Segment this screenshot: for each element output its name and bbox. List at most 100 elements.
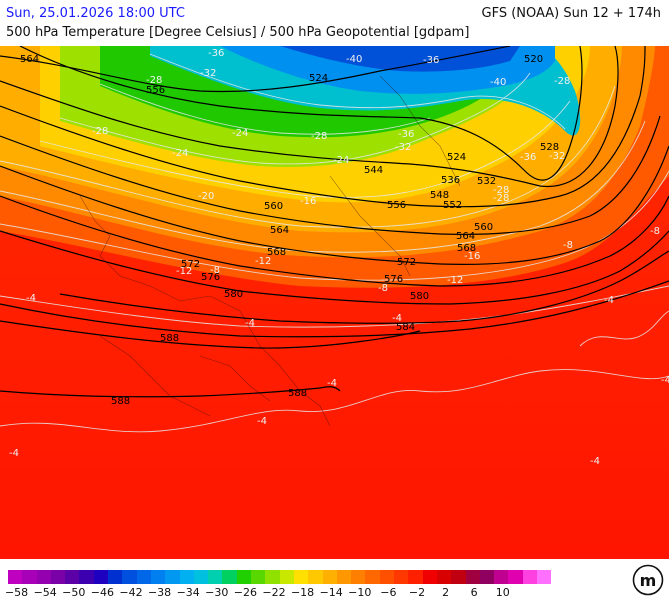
colorbar-tick-label: −34	[176, 586, 200, 599]
z-label: 524	[309, 73, 328, 84]
colorbar-swatch	[536, 570, 552, 584]
geopotential-contours	[0, 45, 669, 398]
valid-datetime: Sun, 25.01.2026 18:00 UTC	[6, 6, 185, 21]
colorbar-swatch	[50, 570, 66, 584]
colorbar-swatch	[494, 570, 509, 584]
svg-text:-28: -28	[311, 131, 327, 142]
colorbar-swatch	[122, 570, 137, 584]
z-label: 580	[410, 291, 429, 302]
colorbar-swatch	[108, 570, 123, 584]
brand-logo: m	[632, 564, 664, 596]
colorbar-swatch	[293, 570, 309, 584]
colorbar-swatch	[22, 570, 37, 584]
z-label: 548	[430, 190, 449, 201]
z-label: 584	[396, 322, 415, 333]
svg-text:-4: -4	[26, 293, 36, 304]
colorbar-swatch	[322, 570, 337, 584]
colorbar-tick-label: −22	[262, 586, 286, 599]
z-label: 560	[264, 201, 283, 212]
colorbar-tick-label: −18	[290, 586, 315, 599]
svg-text:-4: -4	[604, 295, 614, 306]
z-label: 572	[181, 259, 200, 270]
colorbar-tick-label: −10	[348, 586, 372, 599]
weather-map-canvas: 564 556 524 520 528 524 536 532 544 548 …	[0, 45, 669, 559]
svg-text:-12: -12	[176, 266, 192, 277]
z-label: 572	[397, 257, 416, 268]
colorbar-swatch	[236, 570, 252, 584]
svg-text:-36: -36	[423, 55, 439, 66]
z-label: 588	[288, 388, 307, 399]
z-label: 568	[457, 243, 476, 254]
isotherms	[0, 53, 669, 433]
colorbar-swatch	[522, 570, 537, 584]
colorbar-swatch	[79, 570, 94, 584]
colorbar-swatch	[36, 570, 51, 584]
z-label: 560	[474, 222, 493, 233]
colorbar-swatch	[265, 570, 280, 584]
svg-text:m: m	[640, 571, 657, 590]
colorbar-tick-label: −46	[90, 586, 114, 599]
colorbar-swatch	[193, 570, 209, 584]
svg-text:-8: -8	[378, 283, 388, 294]
svg-text:-4: -4	[661, 375, 669, 386]
colorbar-swatch	[465, 570, 480, 584]
z-label: 568	[267, 247, 286, 258]
colorbar-swatch	[336, 570, 352, 584]
svg-text:-28: -28	[493, 193, 509, 204]
svg-text:-36: -36	[208, 48, 224, 59]
colorbar-swatch	[8, 570, 23, 584]
colorbar-swatch	[150, 570, 166, 584]
z-label: 532	[477, 176, 496, 187]
color-legend: −58 −54 −50 −46 −42 −38 −34 −30 −26 −22 −18 −14 −10−…	[0, 559, 669, 600]
svg-text:-4: -4	[392, 313, 402, 324]
svg-text:-12: -12	[447, 275, 463, 286]
svg-text:-16: -16	[464, 251, 480, 262]
svg-text:-4: -4	[590, 456, 600, 467]
svg-text:-28: -28	[554, 76, 570, 87]
z-label: 564	[456, 231, 475, 242]
svg-text:-24: -24	[232, 128, 248, 139]
colorbar-swatch	[308, 570, 323, 584]
colorbar-swatch	[436, 570, 452, 584]
z-label: 564	[20, 54, 39, 65]
svg-text:-16: -16	[300, 196, 316, 207]
z-label: 576	[201, 272, 220, 283]
colorbar-swatch	[451, 570, 466, 584]
svg-text:-36: -36	[520, 152, 536, 163]
colorbar-tick-label: −30	[205, 586, 229, 599]
weather-map: 564 556 524 520 528 524 536 532 544 548 …	[0, 45, 669, 559]
colorbar-tick-label: 2	[442, 586, 450, 599]
colorbar-tick-label: −50	[62, 586, 86, 599]
z-label: 576	[384, 274, 403, 285]
colorbar-swatch	[379, 570, 395, 584]
z-label: 556	[387, 200, 406, 211]
colorbar-tick-label: −54	[33, 586, 57, 599]
svg-text:-28: -28	[146, 75, 162, 86]
svg-text:-40: -40	[490, 77, 506, 88]
colorbar-swatch	[165, 570, 180, 584]
z-label: 588	[111, 396, 130, 407]
colorbar-tick-label: −6	[380, 586, 397, 599]
z-label: 556	[146, 85, 165, 96]
temperature-labels: -36 -32 -28 -28 -24 -24 -24 -28 -36 -36 …	[9, 48, 669, 467]
map-header: Sun, 25.01.2026 18:00 UTC GFS (NOAA) Sun…	[0, 0, 669, 46]
colorbar-tick-label: −26	[233, 586, 257, 599]
colorbar-swatch	[93, 570, 109, 584]
z-label: 536	[441, 175, 460, 186]
colorbar-swatch	[422, 570, 437, 584]
z-label: 544	[364, 165, 383, 176]
svg-text:-40: -40	[346, 54, 362, 65]
colorbar	[8, 570, 552, 584]
colorbar-swatch	[208, 570, 223, 584]
colorbar-swatch	[408, 570, 423, 584]
colorbar-swatch	[394, 570, 409, 584]
colorbar-tick-label: −2	[408, 586, 426, 599]
colorbar-swatch	[508, 570, 523, 584]
z-label: 520	[524, 54, 543, 65]
colorbar-tick-label: 6	[470, 586, 478, 599]
colorbar-tick-label: −58	[4, 586, 29, 599]
svg-text:-4: -4	[257, 416, 267, 427]
svg-text:-32: -32	[200, 68, 216, 79]
parameter-description: 500 hPa Temperature [Degree Celsius] / 5…	[6, 25, 470, 40]
svg-text:-28: -28	[92, 126, 108, 137]
